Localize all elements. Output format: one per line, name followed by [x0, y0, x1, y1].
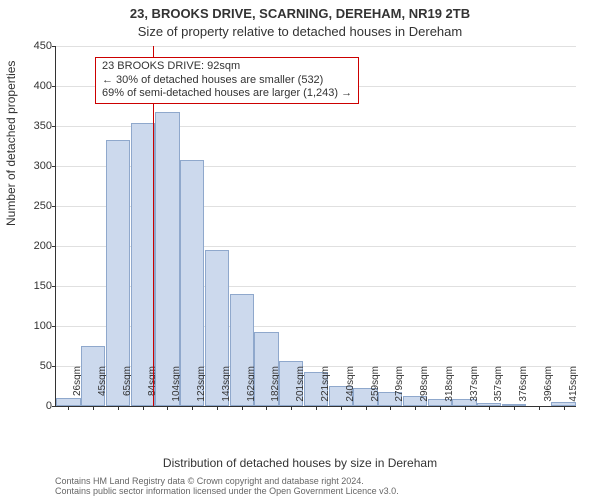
x-tick-mark [192, 406, 193, 410]
x-tick-mark [390, 406, 391, 410]
y-tick-label: 400 [22, 80, 52, 92]
chart-title: 23, BROOKS DRIVE, SCARNING, DEREHAM, NR1… [0, 6, 600, 21]
credits-line2: Contains public sector information licen… [55, 486, 399, 496]
histogram-bar [155, 112, 179, 406]
x-axis-label: Distribution of detached houses by size … [0, 456, 600, 470]
y-tick-label: 50 [22, 360, 52, 372]
y-tick-label: 100 [22, 320, 52, 332]
y-tick-label: 150 [22, 280, 52, 292]
annotation-line: ← 30% of detached houses are smaller (53… [102, 74, 352, 88]
x-tick-mark [465, 406, 466, 410]
annotation-box: 23 BROOKS DRIVE: 92sqm← 30% of detached … [95, 57, 359, 104]
y-tick-mark [52, 246, 56, 247]
y-tick-mark [52, 366, 56, 367]
x-tick-mark [143, 406, 144, 410]
x-tick-mark [415, 406, 416, 410]
x-tick-mark [68, 406, 69, 410]
y-tick-mark [52, 406, 56, 407]
credits: Contains HM Land Registry data © Crown c… [55, 476, 399, 497]
chart-subtitle: Size of property relative to detached ho… [0, 24, 600, 39]
y-gridline [56, 46, 576, 47]
y-tick-label: 200 [22, 240, 52, 252]
x-tick-mark [266, 406, 267, 410]
annotation-line: 23 BROOKS DRIVE: 92sqm [102, 60, 352, 74]
histogram-bar [131, 123, 155, 406]
y-tick-mark [52, 206, 56, 207]
credits-line1: Contains HM Land Registry data © Crown c… [55, 476, 399, 486]
y-axis-label: Number of detached properties [4, 61, 18, 226]
x-tick-mark [291, 406, 292, 410]
x-tick-label: 376sqm [518, 366, 529, 412]
x-tick-mark [489, 406, 490, 410]
x-tick-mark [316, 406, 317, 410]
x-tick-mark [564, 406, 565, 410]
x-tick-mark [514, 406, 515, 410]
x-tick-mark [217, 406, 218, 410]
x-tick-mark [118, 406, 119, 410]
x-tick-mark [440, 406, 441, 410]
y-tick-label: 450 [22, 40, 52, 52]
y-tick-mark [52, 286, 56, 287]
y-tick-mark [52, 86, 56, 87]
y-tick-mark [52, 326, 56, 327]
y-tick-mark [52, 126, 56, 127]
chart-container: { "chart": { "type": "histogram", "title… [0, 0, 600, 500]
x-tick-label: 415sqm [568, 366, 579, 412]
x-tick-mark [341, 406, 342, 410]
x-tick-mark [167, 406, 168, 410]
y-tick-label: 350 [22, 120, 52, 132]
x-tick-mark [366, 406, 367, 410]
plot-area: 05010015020025030035040045026sqm45sqm65s… [55, 46, 576, 407]
x-tick-mark [539, 406, 540, 410]
y-tick-mark [52, 166, 56, 167]
y-tick-label: 300 [22, 160, 52, 172]
annotation-line: 69% of semi-detached houses are larger (… [102, 87, 352, 101]
y-tick-mark [52, 46, 56, 47]
y-tick-label: 0 [22, 400, 52, 412]
x-tick-mark [242, 406, 243, 410]
y-tick-label: 250 [22, 200, 52, 212]
x-tick-mark [93, 406, 94, 410]
